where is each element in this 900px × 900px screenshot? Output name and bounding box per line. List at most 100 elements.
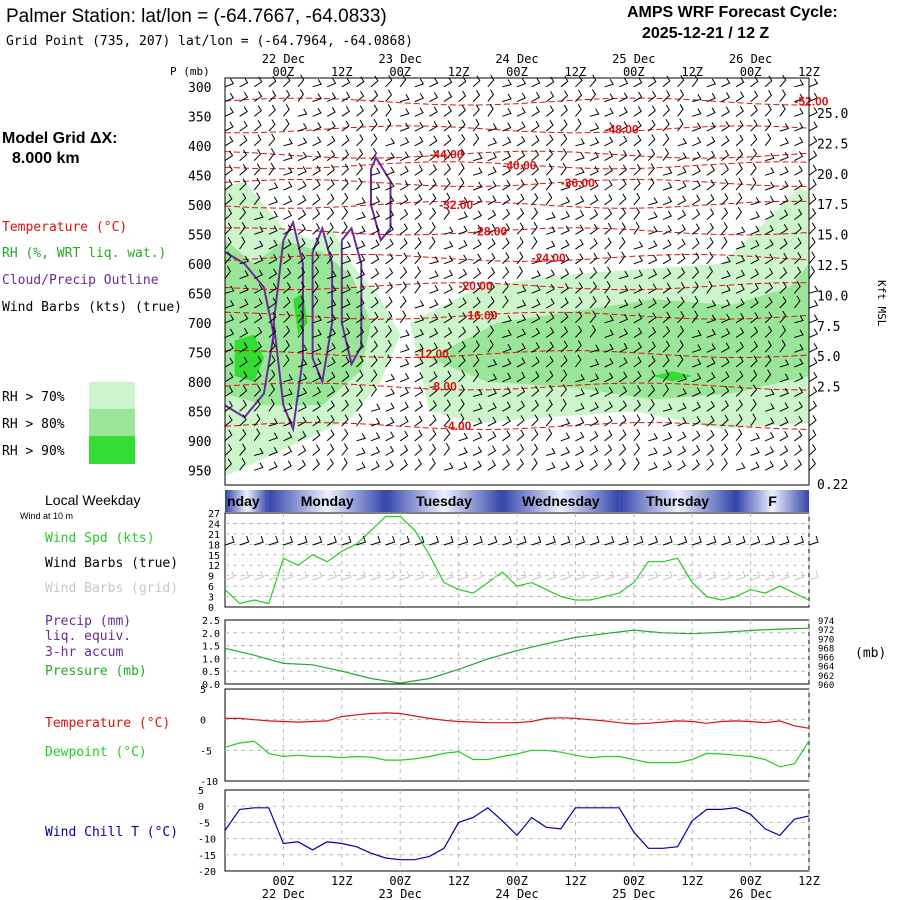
wind-barb — [370, 104, 378, 117]
wind-barb — [224, 314, 235, 324]
wind-barb — [268, 326, 277, 338]
wind-barb — [633, 341, 642, 353]
wind-barb — [546, 226, 556, 235]
wind-barb — [385, 460, 394, 471]
wind-barb — [677, 152, 687, 162]
wind-barb — [575, 267, 584, 279]
surface-wind-barb — [356, 535, 367, 546]
wind-barb — [458, 119, 466, 132]
wind-barb — [648, 341, 656, 353]
wind-barb — [312, 295, 319, 309]
wind-barb — [268, 311, 277, 324]
panel-tick-label: 9 — [208, 572, 214, 583]
wind-barb — [531, 192, 539, 206]
wind-barb — [750, 134, 758, 147]
isotherm-label: -12.00 — [415, 347, 449, 361]
wind-barb — [779, 267, 788, 279]
wind-barb — [443, 255, 454, 265]
pressure-tick-label: 650 — [188, 287, 211, 302]
top-hour-tick: 00Z — [740, 65, 762, 79]
wind-barb — [283, 446, 293, 456]
wind-barb — [516, 343, 526, 353]
wind-barb — [648, 297, 657, 309]
wind-barb — [385, 402, 395, 412]
pressure-tick-label: 450 — [188, 169, 211, 184]
wind-barb — [312, 150, 322, 162]
wind-barb — [633, 370, 642, 383]
wind-barb — [721, 458, 728, 471]
wind-barb — [516, 107, 526, 117]
bottom-date-label: 22 Dec — [262, 887, 305, 900]
wind-barb — [297, 459, 306, 471]
wind-barb — [677, 339, 684, 353]
wind-barb — [414, 193, 423, 206]
wind-barb — [794, 295, 801, 309]
wind-barb — [618, 429, 627, 442]
bottom-hour-tick: 00Z — [506, 874, 528, 888]
wind-barb — [691, 252, 700, 265]
wind-barb — [531, 77, 541, 88]
legend-pressure: Pressure (mb) — [45, 664, 147, 679]
wind-barb — [224, 107, 234, 117]
wind-barb — [560, 148, 568, 161]
surface-wind-barb — [589, 535, 600, 546]
isotherm-label: -44.00 — [429, 148, 463, 162]
wind-barb — [370, 297, 379, 309]
panel-tick-label: 1.0 — [202, 654, 220, 665]
wind-barb — [648, 433, 658, 442]
wind-barb — [414, 208, 423, 220]
wind-barb — [487, 296, 495, 309]
wind-barb — [633, 298, 643, 309]
surface-wind-barb — [779, 535, 790, 546]
wind-barb — [706, 266, 714, 279]
wind-barb — [458, 211, 468, 221]
wind-barb — [604, 179, 613, 191]
wind-barb — [326, 429, 335, 442]
wind-barb — [808, 299, 819, 309]
wind-barb — [370, 210, 381, 221]
local-weekday-label: Local Weekday — [45, 492, 140, 508]
wind-barb — [808, 78, 819, 88]
grid-wind-barb — [487, 570, 498, 581]
wind-barb — [312, 372, 322, 383]
wind-barb — [268, 148, 276, 161]
wind-barb — [370, 432, 381, 442]
wind-barb — [794, 459, 802, 471]
wind-barb — [429, 385, 438, 397]
wind-barb — [589, 344, 600, 353]
wind-barb — [356, 312, 365, 324]
wind-barb — [706, 78, 717, 88]
wind-barb — [356, 326, 365, 338]
wind-barb — [326, 443, 335, 456]
wind-barb — [779, 74, 787, 88]
wind-barb — [604, 444, 613, 456]
wind-barb — [604, 280, 611, 294]
wind-barb — [487, 152, 497, 162]
wind-barb — [779, 103, 786, 117]
wind-barb — [253, 134, 262, 147]
wind-barb — [589, 459, 598, 471]
wind-barb — [341, 77, 351, 88]
wind-barb — [516, 237, 524, 250]
wind-barb — [326, 328, 337, 338]
wind-barb — [341, 106, 350, 117]
wind-barb — [224, 458, 232, 471]
wind-barb — [341, 428, 349, 442]
surface-wind-barb — [575, 535, 586, 546]
wind-barb — [531, 207, 539, 220]
surface-wind-barb — [677, 535, 688, 546]
wind-barb — [779, 123, 790, 132]
surface-wind-barb — [721, 535, 732, 546]
wind-barb — [604, 295, 611, 309]
wind-barb — [356, 355, 364, 368]
grid-wind-barb — [604, 570, 615, 581]
wind-barb — [443, 134, 452, 147]
rh80-swatch — [89, 409, 135, 436]
wind-barb — [764, 133, 772, 147]
wind-barb — [721, 178, 729, 191]
wind-barb — [253, 312, 263, 324]
wind-barb — [618, 414, 627, 427]
wind-barb — [356, 105, 364, 117]
time-axes: 00Z 00Z 12Z 12Z 00Z 00Z 12Z 12Z 00Z 00Z 12Z 12Z 00Z 0… — [262, 52, 820, 900]
